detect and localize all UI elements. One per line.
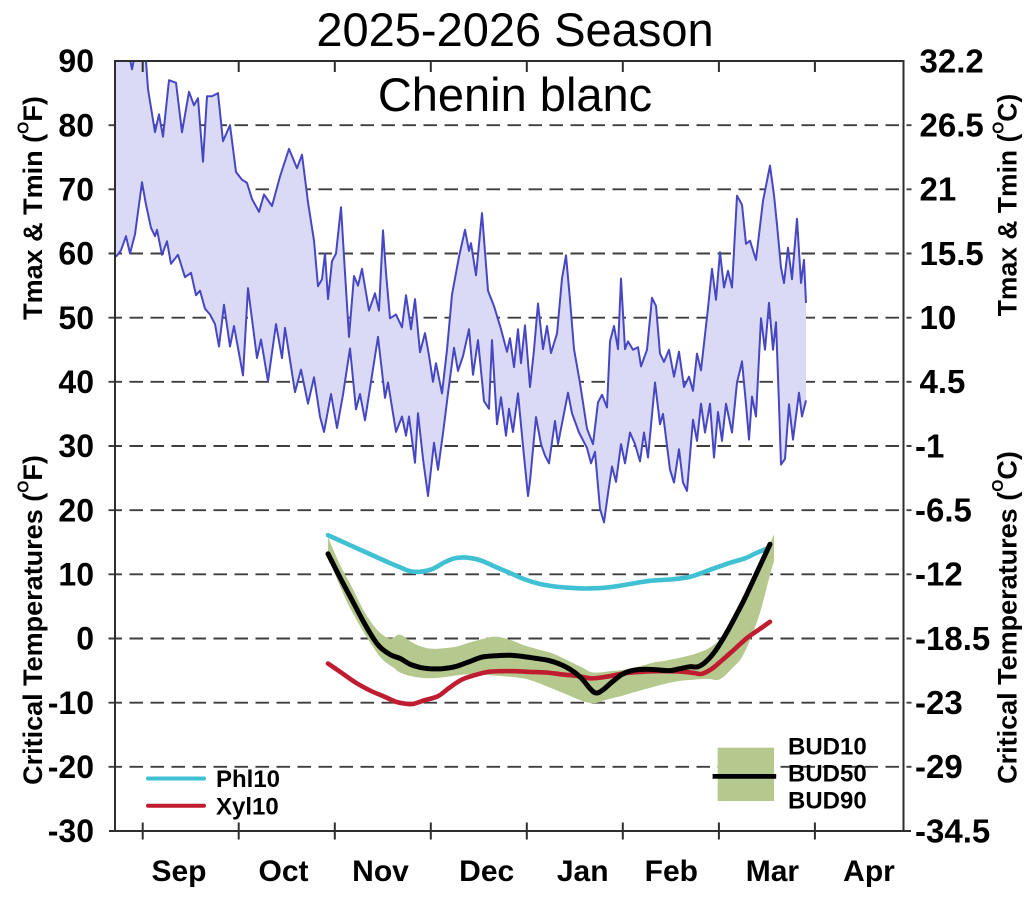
svg-text:Oct: Oct: [258, 855, 308, 888]
svg-text:BUD10: BUD10: [788, 734, 867, 761]
svg-text:Mar: Mar: [746, 855, 800, 888]
svg-text:20: 20: [58, 492, 94, 528]
svg-text:Apr: Apr: [843, 855, 895, 888]
svg-text:21: 21: [920, 171, 957, 208]
svg-text:-10: -10: [48, 685, 94, 721]
svg-text:15.5: 15.5: [920, 235, 984, 272]
svg-text:-20: -20: [48, 749, 94, 785]
svg-text:BUD90: BUD90: [788, 788, 867, 815]
svg-text:30: 30: [58, 428, 94, 464]
svg-text:40: 40: [58, 364, 94, 400]
svg-text:80: 80: [58, 107, 94, 143]
svg-text:Chenin blanc: Chenin blanc: [378, 68, 652, 121]
svg-text:Xyl10: Xyl10: [216, 793, 279, 820]
svg-text:Phl10: Phl10: [216, 766, 280, 793]
svg-text:-34.5: -34.5: [915, 812, 990, 849]
svg-text:70: 70: [58, 172, 94, 208]
svg-text:-6.5: -6.5: [915, 492, 972, 529]
svg-text:Jan: Jan: [557, 855, 609, 888]
svg-text:-29: -29: [915, 748, 963, 785]
svg-text:Dec: Dec: [459, 855, 514, 888]
svg-text:4.5: 4.5: [920, 363, 966, 400]
svg-text:90: 90: [58, 43, 94, 79]
svg-text:32.2: 32.2: [920, 42, 984, 79]
svg-text:Sep: Sep: [151, 855, 206, 888]
svg-text:BUD50: BUD50: [788, 761, 867, 788]
svg-text:10: 10: [58, 557, 94, 593]
svg-text:-18.5: -18.5: [915, 620, 990, 657]
svg-text:-1: -1: [915, 427, 944, 464]
svg-text:-30: -30: [48, 813, 94, 849]
svg-text:Critical Temperatures (OF): Critical Temperatures (OF): [16, 455, 49, 785]
svg-text:26.5: 26.5: [920, 107, 984, 144]
svg-text:2025-2026 Season: 2025-2026 Season: [316, 3, 713, 56]
svg-text:50: 50: [58, 300, 94, 336]
svg-text:Nov: Nov: [352, 855, 409, 888]
svg-text:-23: -23: [915, 684, 963, 721]
svg-text:Feb: Feb: [645, 855, 698, 888]
svg-text:0: 0: [76, 621, 94, 657]
svg-text:10: 10: [920, 299, 957, 336]
svg-text:-12: -12: [915, 556, 963, 593]
svg-text:60: 60: [58, 236, 94, 272]
svg-text:Critical Temperatures (OC): Critical Temperatures (OC): [990, 451, 1023, 784]
